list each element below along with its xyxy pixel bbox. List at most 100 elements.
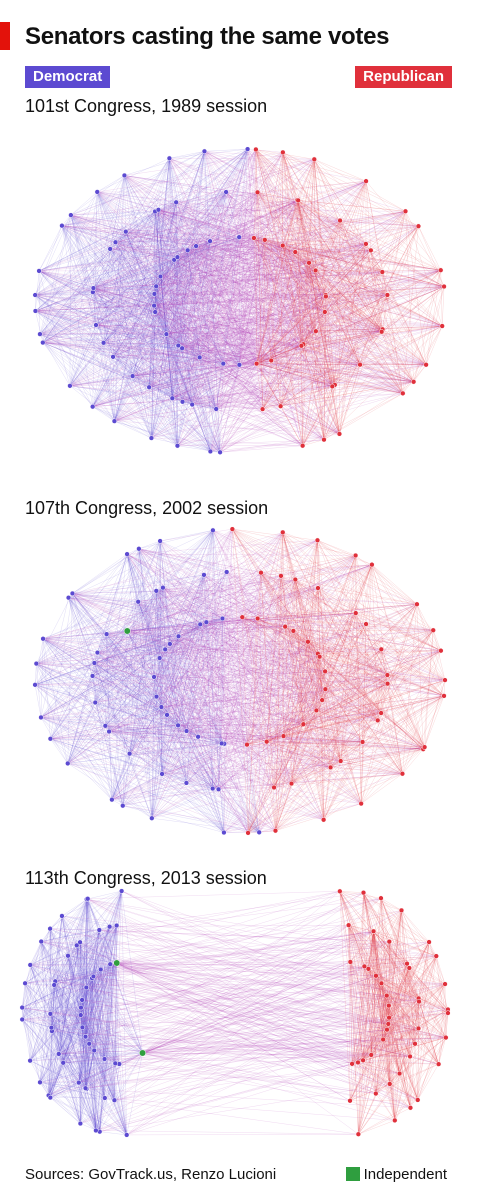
vote-link (166, 714, 275, 788)
vote-link (316, 613, 356, 711)
vote-link (260, 572, 388, 676)
vote-link (38, 231, 126, 272)
vote-link (156, 286, 183, 349)
vote-link (39, 987, 87, 1083)
vote-link (49, 928, 116, 1064)
vote-link (132, 325, 443, 377)
vote-link (239, 237, 326, 296)
vote-link (122, 548, 140, 806)
vote-link (387, 630, 434, 684)
vote-link (158, 209, 179, 346)
vote-link (92, 406, 221, 453)
vote-link (212, 530, 223, 619)
vote-link (314, 159, 382, 332)
vote-link (209, 241, 240, 365)
vote-link (340, 649, 382, 762)
vote-link (339, 220, 382, 332)
vote-link (260, 572, 331, 768)
vote-link (151, 744, 248, 819)
vote-link (129, 650, 441, 754)
vote-link (291, 683, 388, 784)
vote-link (315, 211, 406, 332)
vote-link (67, 763, 152, 819)
vote-link (246, 744, 403, 774)
vote-link (39, 243, 366, 272)
vote-link (257, 192, 310, 263)
vote-link (108, 657, 160, 732)
vote-link (93, 259, 175, 289)
vote-link (182, 348, 361, 365)
vote-link (332, 226, 419, 387)
vote-link (153, 259, 175, 306)
vote-link (259, 575, 282, 833)
vote-link (149, 360, 272, 388)
vote-link (260, 572, 281, 577)
vote-link (69, 209, 159, 386)
vote-link (35, 294, 115, 422)
vote-link (70, 191, 98, 216)
vote-link (138, 548, 341, 762)
vote-link (125, 159, 315, 232)
vote-link (206, 622, 424, 750)
vote-link (257, 345, 302, 364)
vote-link (42, 342, 217, 410)
vote-link (85, 995, 387, 1037)
vote-link (111, 788, 213, 800)
vote-link (212, 710, 317, 789)
vote-link (95, 702, 199, 737)
vote-link (48, 925, 117, 1096)
vote-link (238, 237, 257, 364)
vote-link (156, 211, 406, 287)
vote-link (242, 617, 248, 745)
vote-link (70, 214, 316, 332)
vote-link (160, 151, 205, 277)
vote-link (48, 1095, 127, 1136)
vote-link (111, 636, 179, 800)
vote-link (113, 356, 414, 382)
vote-link (125, 231, 193, 405)
vote-link (178, 636, 324, 820)
vote-link (85, 1036, 115, 1101)
vote-link (186, 650, 441, 732)
vote-link (153, 276, 161, 306)
vote-link (50, 1013, 115, 1101)
vote-link (39, 333, 193, 405)
vote-link (124, 175, 240, 365)
vote-link (86, 987, 115, 1101)
vote-link (93, 287, 361, 365)
vote-link (85, 1036, 127, 1135)
vote-link (285, 626, 309, 642)
vote-link (94, 624, 201, 664)
vote-link (70, 214, 388, 296)
vote-link (124, 175, 283, 246)
vote-link (154, 293, 167, 335)
vote-link (247, 724, 303, 833)
vote-link (178, 636, 378, 721)
vote-link (127, 587, 318, 632)
vote-link (155, 311, 183, 349)
vote-link (127, 540, 161, 632)
vote-link (155, 211, 341, 221)
vote-link (61, 915, 115, 1101)
vote-link (115, 242, 240, 365)
vote-link (43, 601, 139, 639)
vote-link (314, 159, 414, 382)
vote-link (111, 590, 157, 800)
vote-link (200, 624, 213, 789)
senator-node-democrat (158, 704, 165, 710)
vote-link (177, 257, 193, 405)
vote-link (257, 612, 356, 619)
vote-link (303, 344, 325, 440)
vote-link (381, 712, 424, 750)
vote-link (280, 575, 441, 651)
vote-link (112, 356, 183, 402)
vote-link (154, 305, 240, 365)
senator-node-democrat (146, 384, 152, 390)
vote-link (48, 961, 351, 1096)
senator-node-republican (299, 443, 306, 449)
vote-link (298, 200, 406, 212)
vote-link (104, 1052, 143, 1099)
vote-link (253, 237, 441, 271)
senator-node-democrat (153, 283, 159, 289)
vote-link (55, 981, 105, 1060)
